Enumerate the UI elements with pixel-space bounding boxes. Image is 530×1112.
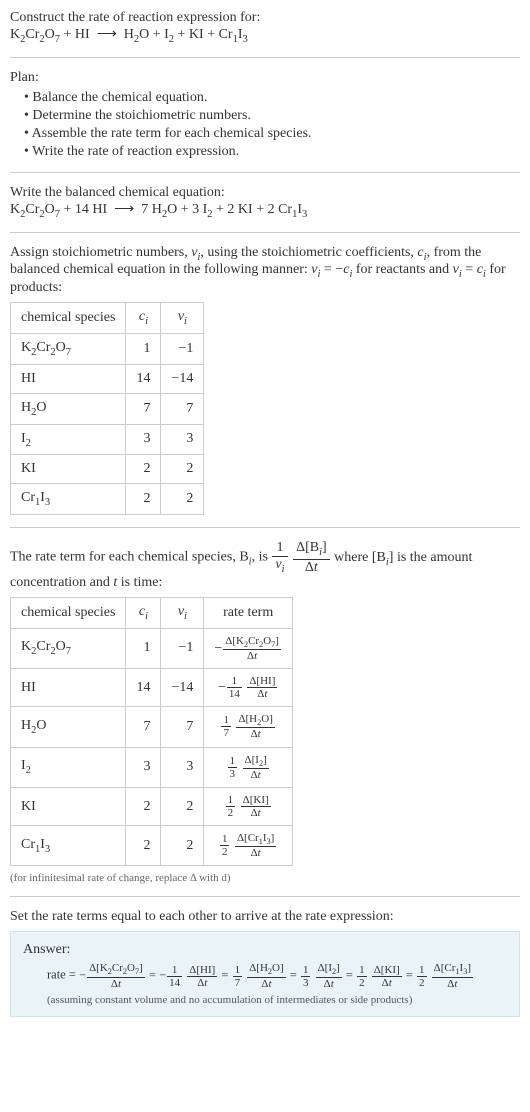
rate-term-cell: 12 Δ[Cr1I3]Δt xyxy=(204,826,293,866)
table2-note: (for infinitesimal rate of change, repla… xyxy=(10,872,520,884)
plan-list: Balance the chemical equation. Determine… xyxy=(10,90,520,160)
table-row: I233 xyxy=(11,424,204,455)
table-row: Cr1I32212 Δ[Cr1I3]Δt xyxy=(11,826,293,866)
nu-cell: 3 xyxy=(161,424,204,455)
plan-section: Plan: Balance the chemical equation. Det… xyxy=(10,70,520,160)
col-header: ci xyxy=(126,303,161,334)
answer-footnote: (assuming constant volume and no accumul… xyxy=(23,994,507,1006)
rate-term-cell: 17 Δ[H2O]Δt xyxy=(204,707,293,747)
c-cell: 2 xyxy=(126,455,161,484)
answer-box: Answer: rate = −Δ[K2Cr2O7]Δt = −114 Δ[HI… xyxy=(10,931,520,1016)
col-header: chemical species xyxy=(11,303,126,334)
answer-label: Answer: xyxy=(23,942,507,958)
construct-prompt: Construct the rate of reaction expressio… xyxy=(10,10,520,45)
rate-term-table: chemical species ci νi rate term K2Cr2O7… xyxy=(10,597,293,867)
table-row: I23313 Δ[I2]Δt xyxy=(11,747,293,787)
species-cell: K2Cr2O7 xyxy=(11,628,126,668)
divider xyxy=(10,527,520,528)
species-cell: KI xyxy=(11,455,126,484)
rate-term-cell: −Δ[K2Cr2O7]Δt xyxy=(204,628,293,668)
plan-item: Write the rate of reaction expression. xyxy=(24,144,520,160)
rate-expression: rate = −Δ[K2Cr2O7]Δt = −114 Δ[HI]Δt = 17… xyxy=(23,962,507,989)
balanced-section: Write the balanced chemical equation: K2… xyxy=(10,185,520,220)
plan-item: Determine the stoichiometric numbers. xyxy=(24,108,520,124)
nu-cell: 2 xyxy=(161,484,204,515)
c-cell: 14 xyxy=(126,364,161,393)
divider xyxy=(10,896,520,897)
nu-cell: 2 xyxy=(161,787,204,825)
table-row: HI14−14 xyxy=(11,364,204,393)
nu-cell: −14 xyxy=(161,669,204,707)
divider xyxy=(10,57,520,58)
divider xyxy=(10,232,520,233)
c-cell: 2 xyxy=(126,484,161,515)
nu-cell: −1 xyxy=(161,628,204,668)
table-row: H2O7717 Δ[H2O]Δt xyxy=(11,707,293,747)
species-cell: HI xyxy=(11,364,126,393)
balanced-equation: K2Cr2O7 + 14 HI ⟶ 7 H2O + 3 I2 + 2 KI + … xyxy=(10,202,307,217)
col-header: rate term xyxy=(204,597,293,628)
c-cell: 1 xyxy=(126,628,161,668)
col-header: νi xyxy=(161,303,204,334)
species-cell: H2O xyxy=(11,393,126,424)
table-header-row: chemical species ci νi xyxy=(11,303,204,334)
col-header: chemical species xyxy=(11,597,126,628)
plan-item: Assemble the rate term for each chemical… xyxy=(24,126,520,142)
rate-frac-1: 1 νi xyxy=(272,540,287,575)
nu-cell: 7 xyxy=(161,393,204,424)
nu-cell: 2 xyxy=(161,455,204,484)
nu-cell: −14 xyxy=(161,364,204,393)
rate-term-cell: 13 Δ[I2]Δt xyxy=(204,747,293,787)
c-cell: 3 xyxy=(126,747,161,787)
nu-cell: 3 xyxy=(161,747,204,787)
final-text: Set the rate terms equal to each other t… xyxy=(10,909,520,925)
table-row: H2O77 xyxy=(11,393,204,424)
species-cell: I2 xyxy=(11,747,126,787)
c-cell: 1 xyxy=(126,333,161,364)
table-row: KI22 xyxy=(11,455,204,484)
c-cell: 2 xyxy=(126,787,161,825)
rate-term-text: The rate term for each chemical species,… xyxy=(10,540,520,591)
species-cell: Cr1I3 xyxy=(11,484,126,515)
species-cell: HI xyxy=(11,669,126,707)
table-header-row: chemical species ci νi rate term xyxy=(11,597,293,628)
unbalanced-equation: K2Cr2O7 + HI ⟶ H2O + I2 + KI + Cr1I3 xyxy=(10,27,248,42)
plan-title: Plan: xyxy=(10,70,39,85)
construct-line1: Construct the rate of reaction expressio… xyxy=(10,10,260,25)
species-cell: Cr1I3 xyxy=(11,826,126,866)
c-cell: 14 xyxy=(126,669,161,707)
nu-cell: 2 xyxy=(161,826,204,866)
rate-term-cell: 12 Δ[KI]Δt xyxy=(204,787,293,825)
col-header: ci xyxy=(126,597,161,628)
species-cell: H2O xyxy=(11,707,126,747)
stoich-table: chemical species ci νi K2Cr2O71−1HI14−14… xyxy=(10,302,204,515)
c-cell: 7 xyxy=(126,707,161,747)
species-cell: KI xyxy=(11,787,126,825)
balanced-title: Write the balanced chemical equation: xyxy=(10,185,225,200)
divider xyxy=(10,172,520,173)
table-row: K2Cr2O71−1−Δ[K2Cr2O7]Δt xyxy=(11,628,293,668)
nu-cell: −1 xyxy=(161,333,204,364)
table-row: HI14−14−114 Δ[HI]Δt xyxy=(11,669,293,707)
stoich-text: Assign stoichiometric numbers, νi, using… xyxy=(10,245,520,297)
table-row: KI2212 Δ[KI]Δt xyxy=(11,787,293,825)
c-cell: 2 xyxy=(126,826,161,866)
plan-item: Balance the chemical equation. xyxy=(24,90,520,106)
rate-frac-2: Δ[Bi] Δt xyxy=(293,540,330,575)
rate-term-cell: −114 Δ[HI]Δt xyxy=(204,669,293,707)
c-cell: 7 xyxy=(126,393,161,424)
species-cell: I2 xyxy=(11,424,126,455)
col-header: νi xyxy=(161,597,204,628)
nu-cell: 7 xyxy=(161,707,204,747)
c-cell: 3 xyxy=(126,424,161,455)
table-row: K2Cr2O71−1 xyxy=(11,333,204,364)
species-cell: K2Cr2O7 xyxy=(11,333,126,364)
table-row: Cr1I322 xyxy=(11,484,204,515)
